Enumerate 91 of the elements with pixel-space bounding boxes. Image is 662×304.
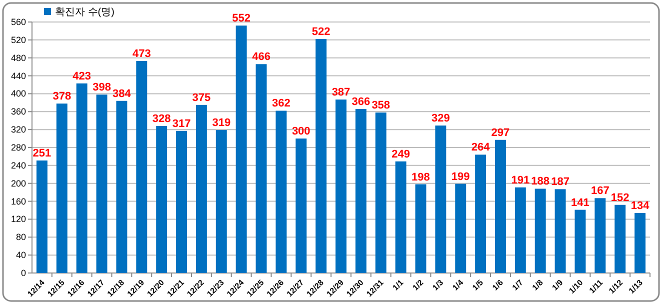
data-label: 384 [112,88,132,100]
y-tick-label: 120 [10,214,26,224]
y-tick-label: 0 [20,268,26,278]
data-label: 387 [332,86,350,99]
y-tick-label: 360 [10,106,26,117]
legend-label: 확진자 수(명) [55,7,114,18]
bar [336,100,346,273]
data-label: 328 [152,112,171,125]
data-label: 423 [72,70,92,82]
data-label: 473 [132,48,151,60]
y-tick-label: 280 [10,142,26,152]
data-label: 522 [312,26,330,38]
bar [455,184,466,273]
data-label: 366 [352,96,370,108]
bar [495,140,506,273]
y-tick-label: 400 [10,88,26,99]
bar [375,112,386,273]
data-label: 199 [451,170,470,183]
bar [76,83,88,273]
y-tick-label: 560 [10,17,26,27]
x-tick-label: 1/13 [627,278,645,296]
y-tick-label: 40 [16,250,26,260]
data-label: 152 [610,192,630,204]
bar [276,110,287,273]
bar [534,188,546,273]
bar [236,26,247,273]
bar [176,130,187,273]
data-label: 249 [392,148,410,160]
data-label: 191 [511,174,530,186]
x-tick-label: 1/3 [430,278,446,292]
bar [116,100,128,273]
data-label: 134 [630,200,650,212]
x-tick-label: 1/12 [607,278,625,296]
y-tick-label: 440 [10,70,26,81]
bar [216,130,227,273]
bar [594,198,606,273]
bar [296,138,307,273]
data-label: 264 [471,142,491,154]
y-tick-label: 320 [10,124,26,135]
data-label: 317 [172,118,191,130]
y-tick-label: 240 [10,160,26,170]
x-tick-label: 1/5 [470,278,486,292]
bar [634,212,646,273]
x-tick-label: 1/1 [390,278,406,292]
data-label: 375 [192,92,211,104]
bar [96,94,108,273]
data-label: 466 [252,51,270,64]
bar [156,126,168,273]
bar [395,161,406,273]
data-label: 358 [372,100,390,112]
data-label: 188 [531,176,550,188]
data-label: 378 [52,90,72,103]
data-label: 362 [272,98,290,110]
bar [256,64,267,273]
bar [574,210,586,273]
bar [415,184,426,273]
y-tick-label: 480 [10,52,26,63]
data-label: 198 [412,171,430,184]
data-label: 187 [551,176,570,188]
x-tick-label: 1/9 [550,278,566,292]
y-tick-label: 160 [10,196,26,206]
bar [36,160,48,273]
bar [514,187,526,273]
x-tick-label: 1/2 [410,278,426,292]
y-tick-label: 520 [10,34,26,45]
bar [136,60,148,273]
bar [56,104,68,273]
data-label: 398 [92,82,111,94]
data-label: 251 [32,148,52,160]
data-label: 300 [292,126,310,138]
bar [355,108,366,273]
data-label: 329 [432,112,450,125]
bar [196,104,207,273]
x-tick-label: 1/7 [510,278,526,292]
bar [435,126,446,273]
y-tick-label: 80 [16,232,26,242]
y-tick-label: 200 [10,178,26,188]
data-label: 552 [232,12,250,25]
bar [475,154,486,273]
x-tick-label: 1/10 [567,278,586,296]
data-label: 141 [571,196,590,209]
data-label: 319 [212,117,231,130]
x-tick-label: 1/11 [588,278,605,296]
bar [554,189,566,273]
data-label: 167 [590,185,610,198]
x-tick-label: 1/6 [490,278,506,292]
x-tick-label: 1/8 [530,278,546,292]
x-tick-label: 1/4 [450,278,466,292]
bar [614,204,626,273]
bar [316,39,327,273]
data-label: 297 [491,126,510,139]
